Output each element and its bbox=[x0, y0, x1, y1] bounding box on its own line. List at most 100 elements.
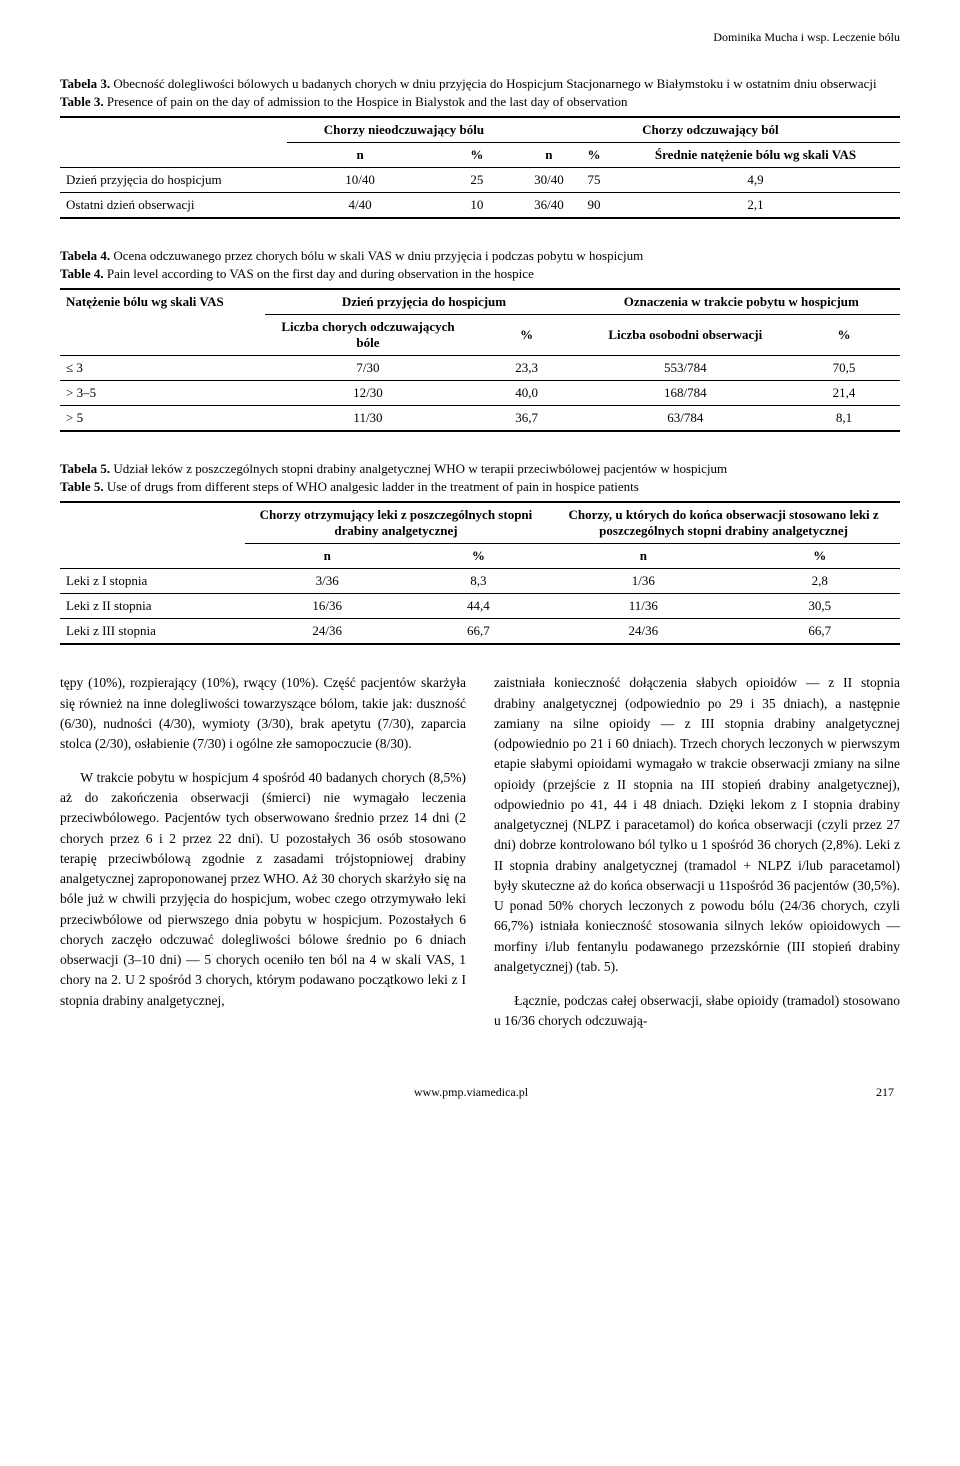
table-3: Chorzy nieodczuwający bólu Chorzy odczuw… bbox=[60, 116, 900, 219]
table-4-caption-en: Pain level according to VAS on the first… bbox=[104, 266, 534, 281]
table-row: Dzień przyjęcia do hospicjum 10/40 25 30… bbox=[60, 168, 900, 193]
cell: 90 bbox=[577, 193, 611, 218]
page-number: 217 bbox=[876, 1085, 894, 1100]
cell: 40,0 bbox=[471, 381, 583, 406]
cell: 25 bbox=[433, 168, 521, 193]
cell: 3/36 bbox=[245, 569, 410, 594]
cell: 12/30 bbox=[265, 381, 470, 406]
left-p2: W trakcie pobytu w hospicjum 4 spośród 4… bbox=[60, 768, 466, 1011]
cell: 36,7 bbox=[471, 406, 583, 431]
page-container: Dominika Mucha i wsp. Leczenie bólu Tabe… bbox=[0, 0, 960, 1120]
cell: Leki z I stopnia bbox=[60, 569, 245, 594]
table-4-sub-g1b: % bbox=[471, 315, 583, 356]
table-row: Ostatni dzień obserwacji 4/40 10 36/40 9… bbox=[60, 193, 900, 218]
cell: 11/30 bbox=[265, 406, 470, 431]
cell: Leki z II stopnia bbox=[60, 594, 245, 619]
table-5: Chorzy otrzymujący leki z poszczególnych… bbox=[60, 501, 900, 645]
right-p2: Łącznie, podczas całej obserwacji, słabe… bbox=[494, 991, 900, 1032]
cell: 24/36 bbox=[245, 619, 410, 644]
table-4-sub-g2b: % bbox=[788, 315, 900, 356]
table-3-sub-last: Średnie natężenie bólu wg skali VAS bbox=[611, 143, 900, 168]
table-5-block: Tabela 5. Udział leków z poszczególnych … bbox=[60, 460, 900, 645]
table-5-caption-en: Use of drugs from different steps of WHO… bbox=[104, 479, 639, 494]
table-3-caption-pl: Obecność dolegliwości bólowych u badanyc… bbox=[110, 76, 876, 91]
cell: 21,4 bbox=[788, 381, 900, 406]
cell: 63/784 bbox=[583, 406, 788, 431]
cell: 16/36 bbox=[245, 594, 410, 619]
cell: 10 bbox=[433, 193, 521, 218]
cell: 4/40 bbox=[287, 193, 433, 218]
table-4-caption: Tabela 4. Ocena odczuwanego przez choryc… bbox=[60, 247, 900, 282]
table-4-caption-pl: Ocena odczuwanego przez chorych bólu w s… bbox=[110, 248, 643, 263]
table-row: Leki z I stopnia 3/36 8,3 1/36 2,8 bbox=[60, 569, 900, 594]
cell: 168/784 bbox=[583, 381, 788, 406]
table-5-label-pl: Tabela 5. bbox=[60, 461, 110, 476]
table-5-label-en: Table 5. bbox=[60, 479, 104, 494]
table-3-caption-en: Presence of pain on the day of admission… bbox=[104, 94, 628, 109]
table-5-caption: Tabela 5. Udział leków z poszczególnych … bbox=[60, 460, 900, 495]
cell: 8,3 bbox=[410, 569, 548, 594]
table-5-sub-n2: n bbox=[547, 544, 739, 569]
footer-url: www.pmp.viamedica.pl bbox=[66, 1085, 876, 1100]
table-3-sub-n1: n bbox=[287, 143, 433, 168]
cell: 30/40 bbox=[521, 168, 577, 193]
table-5-group2: Chorzy, u których do końca obserwacji st… bbox=[547, 503, 900, 544]
cell: 11/36 bbox=[547, 594, 739, 619]
table-row: Leki z III stopnia 24/36 66,7 24/36 66,7 bbox=[60, 619, 900, 644]
table-4-label-en: Table 4. bbox=[60, 266, 104, 281]
table-4-group2: Oznaczenia w trakcie pobytu w hospicjum bbox=[583, 290, 900, 315]
cell: 553/784 bbox=[583, 356, 788, 381]
table-4-col1: Natężenie bólu wg skali VAS bbox=[60, 290, 265, 356]
cell: ≤ 3 bbox=[60, 356, 265, 381]
right-p1: zaistniała konieczność dołączenia słabyc… bbox=[494, 673, 900, 977]
table-3-group1: Chorzy nieodczuwający bólu bbox=[287, 118, 521, 143]
cell: 24/36 bbox=[547, 619, 739, 644]
cell: > 5 bbox=[60, 406, 265, 431]
cell: 10/40 bbox=[287, 168, 433, 193]
table-4-block: Tabela 4. Ocena odczuwanego przez choryc… bbox=[60, 247, 900, 432]
body-columns: tępy (10%), rozpierający (10%), rwący (1… bbox=[60, 673, 900, 1044]
table-5-caption-pl: Udział leków z poszczególnych stopni dra… bbox=[110, 461, 727, 476]
cell: 70,5 bbox=[788, 356, 900, 381]
table-3-block: Tabela 3. Obecność dolegliwości bólowych… bbox=[60, 75, 900, 219]
cell: > 3–5 bbox=[60, 381, 265, 406]
table-row: > 3–5 12/30 40,0 168/784 21,4 bbox=[60, 381, 900, 406]
table-5-sub-pct1: % bbox=[410, 544, 548, 569]
cell: 36/40 bbox=[521, 193, 577, 218]
footer: www.pmp.viamedica.pl 217 bbox=[60, 1085, 900, 1100]
cell: Ostatni dzień obserwacji bbox=[60, 193, 287, 218]
table-4-sub-g1a: Liczba chorych odczuwających bóle bbox=[265, 315, 470, 356]
cell: 8,1 bbox=[788, 406, 900, 431]
running-head: Dominika Mucha i wsp. Leczenie bólu bbox=[60, 30, 900, 45]
cell: 4,9 bbox=[611, 168, 900, 193]
table-3-sub-pct1: % bbox=[433, 143, 521, 168]
cell: 66,7 bbox=[410, 619, 548, 644]
table-3-group2: Chorzy odczuwający ból bbox=[521, 118, 900, 143]
table-3-caption: Tabela 3. Obecność dolegliwości bólowych… bbox=[60, 75, 900, 110]
cell: Dzień przyjęcia do hospicjum bbox=[60, 168, 287, 193]
table-3-sub-n2: n bbox=[521, 143, 577, 168]
left-column: tępy (10%), rozpierający (10%), rwący (1… bbox=[60, 673, 466, 1044]
cell: 44,4 bbox=[410, 594, 548, 619]
cell: Leki z III stopnia bbox=[60, 619, 245, 644]
cell: 2,8 bbox=[739, 569, 900, 594]
cell: 7/30 bbox=[265, 356, 470, 381]
table-3-label-pl: Tabela 3. bbox=[60, 76, 110, 91]
cell: 1/36 bbox=[547, 569, 739, 594]
table-row: > 5 11/30 36,7 63/784 8,1 bbox=[60, 406, 900, 431]
table-3-sub-pct2: % bbox=[577, 143, 611, 168]
table-4: Natężenie bólu wg skali VAS Dzień przyję… bbox=[60, 288, 900, 432]
right-column: zaistniała konieczność dołączenia słabyc… bbox=[494, 673, 900, 1044]
table-5-sub-n1: n bbox=[245, 544, 410, 569]
cell: 2,1 bbox=[611, 193, 900, 218]
cell: 23,3 bbox=[471, 356, 583, 381]
table-row: ≤ 3 7/30 23,3 553/784 70,5 bbox=[60, 356, 900, 381]
table-4-sub-g2a: Liczba osobodni obserwacji bbox=[583, 315, 788, 356]
table-5-group1: Chorzy otrzymujący leki z poszczególnych… bbox=[245, 503, 547, 544]
table-5-sub-pct2: % bbox=[739, 544, 900, 569]
table-4-group1: Dzień przyjęcia do hospicjum bbox=[265, 290, 582, 315]
table-row: Leki z II stopnia 16/36 44,4 11/36 30,5 bbox=[60, 594, 900, 619]
cell: 75 bbox=[577, 168, 611, 193]
cell: 66,7 bbox=[739, 619, 900, 644]
table-4-label-pl: Tabela 4. bbox=[60, 248, 110, 263]
